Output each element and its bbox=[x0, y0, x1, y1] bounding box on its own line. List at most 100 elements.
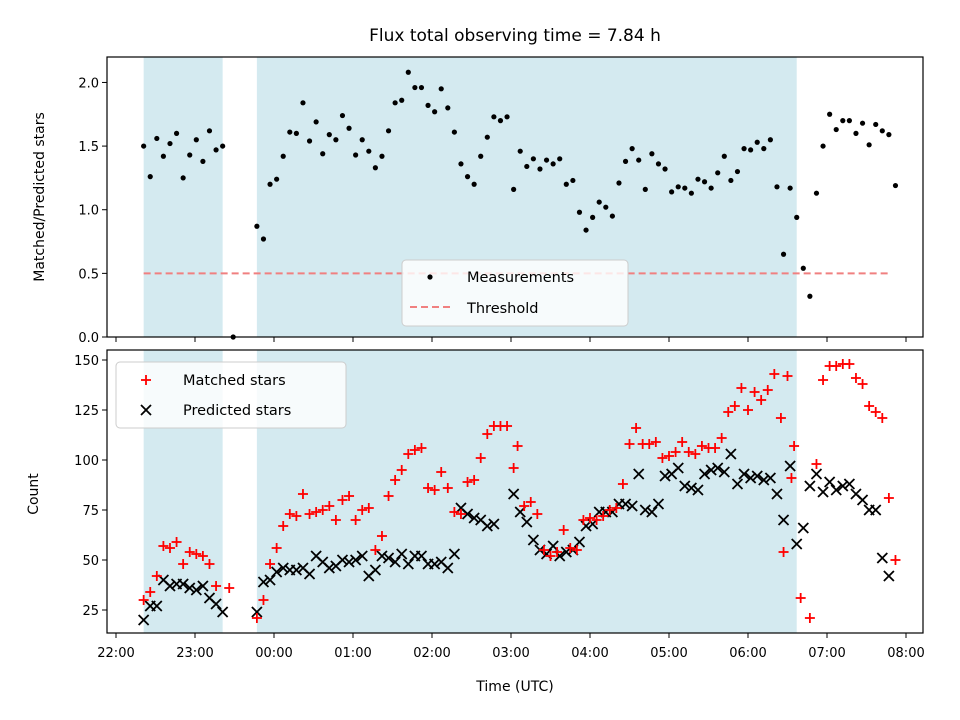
matched-star-marker bbox=[831, 361, 842, 371]
predicted-star-marker bbox=[876, 552, 888, 564]
measurement-point bbox=[491, 114, 497, 120]
predicted-star-marker bbox=[633, 468, 645, 480]
matched-star-marker bbox=[743, 405, 753, 415]
measurement-point bbox=[405, 69, 411, 75]
top-y-tick-label: 1.0 bbox=[78, 204, 99, 219]
predicted-star-stroke bbox=[349, 554, 362, 566]
predicted-star-stroke bbox=[725, 448, 737, 460]
matched-star-marker bbox=[403, 449, 414, 459]
measurement-point bbox=[530, 156, 536, 162]
measurement-point bbox=[682, 185, 688, 191]
measurement-point bbox=[458, 161, 464, 167]
measurement-point bbox=[385, 128, 392, 134]
predicted-star-marker bbox=[692, 484, 704, 496]
matched-star-marker bbox=[469, 475, 480, 485]
measurement-point bbox=[220, 143, 226, 149]
top-panel: 0.0 0.5 1.0 1.5 2.0 Measurements Threshold bbox=[78, 56, 924, 346]
matched-star-marker bbox=[818, 375, 829, 385]
measurement-point bbox=[813, 190, 820, 196]
matched-star-marker bbox=[811, 459, 822, 469]
bottom-legend: Matched stars Predicted stars bbox=[115, 361, 347, 429]
predicted-star-stroke bbox=[435, 556, 447, 568]
predicted-star-stroke bbox=[475, 514, 487, 526]
predicted-star-stroke bbox=[692, 484, 704, 496]
predicted-star-stroke bbox=[197, 580, 209, 592]
matched-star-marker bbox=[782, 371, 793, 381]
predicted-star-marker bbox=[177, 578, 189, 590]
predicted-star-stroke bbox=[738, 468, 750, 480]
measurement-point bbox=[366, 148, 372, 154]
predicted-star-stroke bbox=[290, 564, 303, 576]
matched-star-marker bbox=[696, 441, 707, 451]
predicted-star-stroke bbox=[777, 514, 790, 526]
predicted-star-stroke bbox=[685, 482, 698, 494]
measurement-point bbox=[451, 129, 457, 135]
predicted-star-stroke bbox=[850, 488, 862, 500]
predicted-star-marker bbox=[705, 464, 717, 476]
predicted-star-marker bbox=[277, 562, 289, 574]
predicted-star-marker bbox=[843, 478, 856, 490]
matched-star-marker bbox=[624, 439, 635, 449]
top-legend: Measurements Threshold bbox=[401, 259, 629, 327]
predicted-star-stroke bbox=[837, 480, 849, 492]
measurement-point bbox=[254, 223, 260, 229]
matched-star-marker bbox=[284, 509, 295, 519]
predicted-star-stroke bbox=[646, 506, 658, 518]
matched-star-marker bbox=[775, 413, 786, 423]
predicted-star-stroke bbox=[251, 606, 263, 618]
measurement-point bbox=[154, 135, 160, 142]
matched-star-marker bbox=[585, 513, 595, 523]
matched-star-marker bbox=[363, 503, 374, 513]
predicted-star-marker bbox=[349, 554, 362, 566]
measurement-point bbox=[563, 181, 569, 187]
chart-title: Flux total observing time = 7.84 h bbox=[369, 26, 661, 46]
matched-star-marker bbox=[211, 581, 222, 591]
matched-star-marker bbox=[224, 583, 235, 593]
bottom-panel: 25 50 75 100 125 150 22:00 23:00 00:00 01:00 02:00… bbox=[74, 349, 925, 661]
measurement-point bbox=[418, 84, 425, 91]
predicted-star-marker bbox=[402, 558, 414, 570]
measurement-point bbox=[326, 132, 332, 138]
measurement-point bbox=[688, 190, 694, 196]
predicted-star-marker bbox=[389, 556, 401, 568]
predicted-star-stroke bbox=[488, 518, 500, 530]
predicted-star-marker bbox=[870, 504, 882, 516]
predicted-star-stroke bbox=[784, 460, 796, 472]
matched-star-marker bbox=[278, 521, 289, 531]
predicted-star-marker bbox=[376, 550, 388, 562]
predicted-star-marker bbox=[190, 584, 202, 596]
predicted-star-stroke bbox=[527, 534, 540, 546]
predicted-star-stroke bbox=[751, 470, 763, 482]
matched-star-marker bbox=[171, 537, 182, 547]
predicted-star-marker bbox=[217, 606, 229, 618]
matched-star-marker bbox=[545, 551, 556, 561]
measurement-point bbox=[642, 186, 648, 192]
predicted-star-marker bbox=[764, 472, 777, 484]
matched-star-marker bbox=[857, 379, 868, 389]
predicted-star-marker bbox=[264, 574, 276, 586]
measurement-point bbox=[167, 140, 173, 147]
matched-star-marker bbox=[631, 423, 642, 433]
predicted-star-marker bbox=[257, 576, 270, 588]
predicted-star-marker bbox=[777, 514, 790, 526]
predicted-star-marker bbox=[718, 466, 730, 478]
measurement-point bbox=[820, 143, 826, 149]
x-tick-label: 06:00 bbox=[729, 646, 766, 661]
predicted-star-stroke bbox=[402, 558, 414, 570]
measurement-point bbox=[675, 184, 681, 190]
matched-star-marker bbox=[591, 515, 602, 525]
predicted-star-stroke bbox=[190, 584, 202, 596]
measurement-point bbox=[147, 174, 153, 180]
measurement-point bbox=[754, 139, 760, 145]
measurement-point bbox=[200, 158, 206, 164]
predicted-star-stroke bbox=[712, 462, 724, 474]
measurement-point bbox=[359, 137, 365, 143]
measurement-point bbox=[603, 204, 609, 210]
predicted-star-stroke bbox=[428, 558, 441, 570]
matched-star-marker bbox=[789, 441, 800, 451]
measurement-point bbox=[173, 130, 180, 136]
predicted-star-stroke bbox=[376, 550, 388, 562]
bottom-y-axis-title: Count bbox=[26, 473, 42, 515]
measurement-point bbox=[721, 153, 727, 159]
